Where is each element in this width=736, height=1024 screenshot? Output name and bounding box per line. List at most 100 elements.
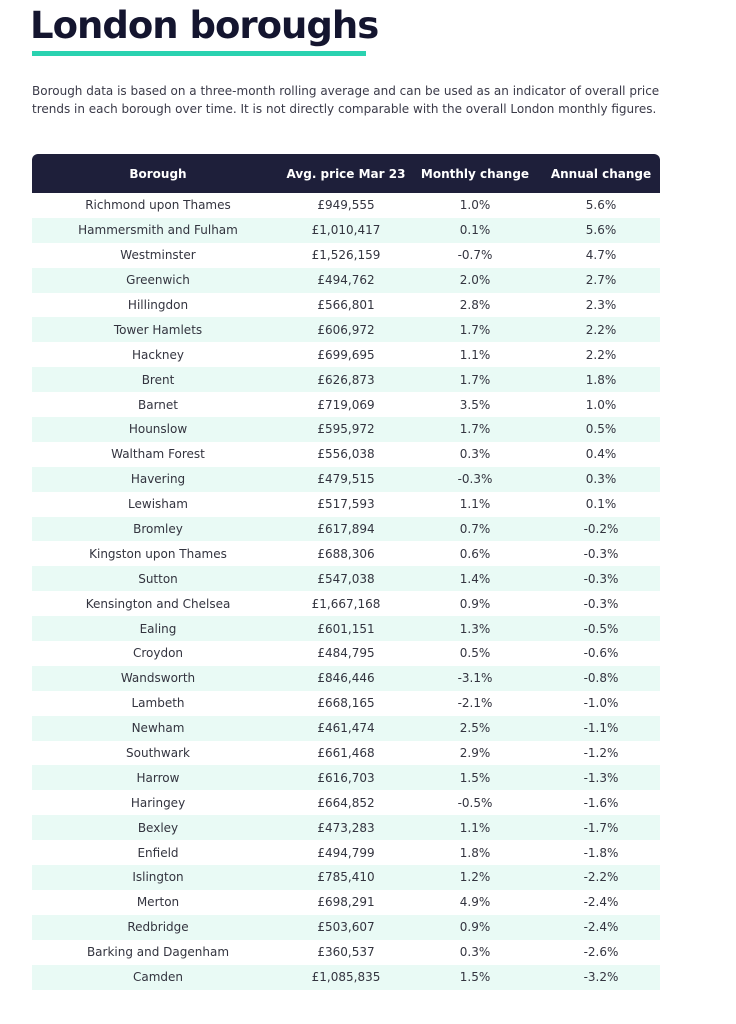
table-cell: -0.5% bbox=[457, 795, 493, 810]
table-cell: 1.7% bbox=[459, 372, 491, 387]
title-underline bbox=[32, 51, 366, 56]
table-cell: Barking and Dagenham bbox=[86, 945, 230, 960]
table-cell: £494,799 bbox=[317, 845, 375, 860]
table-cell: £547,038 bbox=[317, 571, 375, 586]
table-cell: Redbridge bbox=[127, 920, 189, 935]
table-row: Bromley £617,894 0.7% -0.2% bbox=[32, 516, 660, 542]
table-cell: £668,165 bbox=[317, 696, 375, 711]
table-cell: £626,873 bbox=[317, 372, 375, 387]
table: Borough Avg. price Mar 23 Monthly change An… bbox=[32, 154, 660, 990]
table-cell: £664,852 bbox=[317, 795, 375, 810]
table-row: Newham £461,474 2.5% -1.1% bbox=[32, 715, 660, 741]
table-cell: -1.2% bbox=[583, 746, 619, 761]
table-row: Redbridge £503,607 0.9% -2.4% bbox=[32, 914, 660, 940]
table-cell: £661,468 bbox=[317, 746, 375, 761]
table-cell: -0.6% bbox=[583, 646, 619, 661]
table-row: Bexley £473,283 1.1% -1.7% bbox=[32, 815, 660, 841]
table-cell: 2.7% bbox=[585, 273, 617, 288]
table-cell: Newham bbox=[131, 721, 185, 736]
table-cell: 0.1% bbox=[459, 223, 491, 238]
table-cell: -2.1% bbox=[457, 696, 493, 711]
table-cell: -0.3% bbox=[457, 472, 493, 487]
title: London boroughs bbox=[30, 4, 379, 47]
table-cell: £606,972 bbox=[317, 322, 375, 337]
table-row: Kingston upon Thames £688,306 0.6% -0.3% bbox=[32, 541, 660, 566]
table-cell: 1.1% bbox=[459, 820, 491, 835]
table-cell: -2.6% bbox=[583, 945, 619, 960]
table-cell: -2.4% bbox=[583, 920, 619, 935]
table-cell: £1,010,417 bbox=[311, 223, 381, 238]
table-cell: Enfield bbox=[137, 845, 179, 860]
table-cell: -1.8% bbox=[583, 845, 619, 860]
table-cell: Merton bbox=[136, 895, 180, 910]
table-cell: -1.1% bbox=[583, 721, 619, 736]
table-row: Hackney £699,695 1.1% 2.2% bbox=[32, 342, 660, 367]
table-row: Haringey £664,852 -0.5% -1.6% bbox=[32, 790, 660, 815]
table-cell: Brent bbox=[141, 372, 175, 387]
table-cell: Southwark bbox=[126, 746, 190, 761]
table-cell: Haringey bbox=[130, 795, 186, 810]
table-row: Wandsworth £846,446 -3.1% -0.8% bbox=[32, 665, 660, 691]
table-cell: -3.2% bbox=[583, 970, 619, 985]
table-cell: £517,593 bbox=[317, 497, 375, 512]
table-cell: £846,446 bbox=[317, 671, 375, 686]
table-cell: Sutton bbox=[138, 571, 178, 586]
table-cell: 1.0% bbox=[459, 198, 491, 213]
table-cell: 5.6% bbox=[585, 198, 617, 213]
table-cell: Hillingdon bbox=[127, 298, 189, 312]
table-cell: -0.3% bbox=[583, 571, 619, 586]
table-row: Harrow £616,703 1.5% -1.3% bbox=[32, 765, 660, 791]
table-cell: 1.7% bbox=[459, 422, 491, 437]
table-cell: 0.9% bbox=[459, 596, 491, 611]
table-cell: 1.8% bbox=[459, 845, 491, 860]
table-cell: Islington bbox=[132, 870, 184, 885]
table-cell: -3.1% bbox=[457, 671, 493, 686]
table-cell: 4.7% bbox=[585, 248, 617, 263]
table-body: Richmond upon Thames £949,555 1.0% 5.6% Hamm… bbox=[32, 193, 660, 990]
table-row: Brent £626,873 1.7% 1.8% bbox=[32, 367, 660, 393]
table-cell: 1.2% bbox=[459, 870, 491, 885]
table-cell: 0.9% bbox=[459, 920, 491, 935]
table-row: Richmond upon Thames £949,555 1.0% 5.6% bbox=[32, 193, 660, 218]
table-cell: 1.1% bbox=[459, 497, 491, 512]
table-cell: £1,526,159 bbox=[311, 248, 381, 263]
table-cell: Lambeth bbox=[131, 696, 185, 711]
table-row: Sutton £547,038 1.4% -0.3% bbox=[32, 566, 660, 592]
table-cell: 1.3% bbox=[459, 621, 491, 636]
column-header: Avg. price Mar 23 bbox=[286, 166, 406, 181]
table-cell: Tower Hamlets bbox=[113, 322, 203, 337]
table-cell: 1.5% bbox=[459, 770, 491, 785]
table-row: Havering £479,515 -0.3% 0.3% bbox=[32, 466, 660, 492]
table-cell: £719,069 bbox=[317, 397, 375, 412]
table-cell: £360,537 bbox=[317, 945, 375, 960]
table-cell: 0.3% bbox=[459, 447, 491, 462]
table-cell: Waltham Forest bbox=[111, 447, 205, 462]
table-cell: £503,607 bbox=[317, 920, 375, 935]
table-cell: £601,151 bbox=[317, 621, 375, 636]
table-cell: Barnet bbox=[137, 397, 178, 412]
table-cell: 0.4% bbox=[585, 447, 617, 462]
table-row: Waltham Forest £556,038 0.3% 0.4% bbox=[32, 442, 660, 467]
table-cell: £461,474 bbox=[317, 721, 375, 736]
table-cell: Lewisham bbox=[128, 497, 188, 512]
table-cell: Westminster bbox=[120, 248, 196, 263]
table-cell: £1,085,835 bbox=[311, 970, 381, 985]
table-cell: Hammersmith and Fulham bbox=[78, 223, 238, 238]
table-row: Tower Hamlets £606,972 1.7% 2.2% bbox=[32, 317, 660, 343]
table-cell: Greenwich bbox=[126, 273, 190, 288]
table-cell: 0.6% bbox=[459, 546, 491, 561]
table-cell: 2.0% bbox=[459, 273, 491, 288]
table-cell: 0.1% bbox=[585, 497, 617, 512]
table-cell: 0.5% bbox=[459, 646, 491, 661]
table-cell: -1.7% bbox=[583, 820, 619, 835]
table-row: Greenwich £494,762 2.0% 2.7% bbox=[32, 267, 660, 293]
table-cell: Kingston upon Thames bbox=[89, 546, 227, 561]
table-cell: £595,972 bbox=[317, 422, 375, 437]
table-cell: £566,801 bbox=[317, 298, 375, 312]
table-cell: -0.8% bbox=[583, 671, 619, 686]
table-cell: -0.3% bbox=[583, 596, 619, 611]
table-cell: £616,703 bbox=[317, 770, 375, 785]
table-cell: Camden bbox=[132, 970, 184, 985]
table-cell: 2.3% bbox=[585, 298, 617, 312]
intro-text: Borough data is based on a three-month r… bbox=[32, 84, 660, 116]
